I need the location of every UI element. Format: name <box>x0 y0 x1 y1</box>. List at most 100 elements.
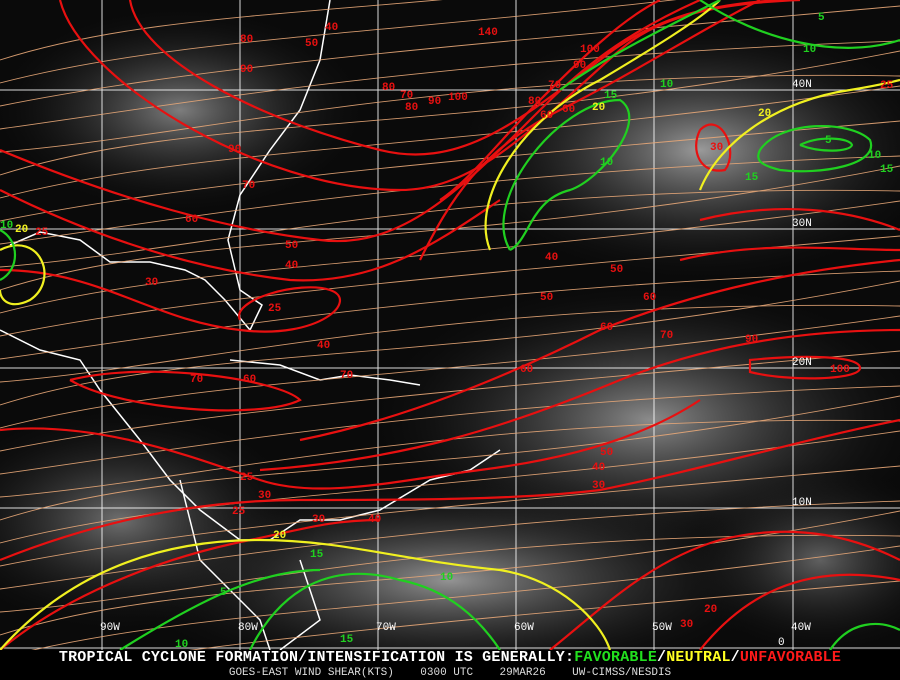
product-date: 29MAR26 <box>499 667 546 679</box>
streamline <box>0 0 443 61</box>
red-contour-label: 40 <box>368 514 381 526</box>
red-contour-label: 30 <box>680 619 693 631</box>
green-contour-label: 15 <box>745 172 759 184</box>
red-contour-label: 70 <box>548 80 561 92</box>
red-contour-label: 50 <box>285 240 298 252</box>
red-contour-label: 70 <box>190 374 203 386</box>
red-contour-label: 90 <box>745 334 758 346</box>
lat-label: 20N <box>792 357 812 369</box>
separator: / <box>657 649 667 666</box>
streamline <box>0 465 900 567</box>
red-contour-label: 60 <box>185 214 198 226</box>
streamline <box>0 120 900 222</box>
streamline <box>0 510 900 636</box>
product-source: UW-CIMSS/NESDIS <box>572 667 672 679</box>
streamline <box>0 419 900 498</box>
red-contour-label: 25 <box>232 506 246 518</box>
streamline <box>0 74 900 153</box>
streamline <box>0 500 900 590</box>
red-contour <box>679 246 900 262</box>
footer: TROPICAL CYCLONE FORMATION/INTENSIFICATI… <box>0 650 900 680</box>
red-contour-label: 60 <box>562 104 575 116</box>
red-contour-label: 40 <box>325 22 338 34</box>
streamline <box>0 270 900 360</box>
yellow-contour <box>698 78 900 191</box>
lat-label: 40N <box>792 79 812 91</box>
red-contour-label: 40 <box>317 340 330 352</box>
red-contour-label: 40 <box>592 462 605 474</box>
red-contour-label: 80 <box>405 102 418 114</box>
lat-label: 0 <box>778 637 785 649</box>
red-contour <box>0 268 342 333</box>
lat-label: 30N <box>792 218 812 230</box>
red-contour <box>299 258 900 442</box>
yellow-contour-label: 20 <box>592 102 605 114</box>
red-contour-label: 70 <box>660 330 673 342</box>
streamline <box>188 580 900 650</box>
yellow-contour <box>0 538 612 650</box>
red-contour <box>0 399 701 490</box>
green-contour-label: 15 <box>880 164 894 176</box>
green-contour <box>699 0 900 49</box>
red-contour <box>259 328 900 472</box>
yellow-contour-label: 20 <box>758 108 771 120</box>
red-contour-label: 30 <box>592 480 605 492</box>
streamline <box>0 165 900 291</box>
red-contour-label: 40 <box>545 252 558 264</box>
red-contour-label: 30 <box>312 514 325 526</box>
grid-labels: 90W 80W 70W 60W 50W 40W 40N 30N 20N 10N 0 <box>100 79 812 649</box>
red-contour <box>549 530 900 650</box>
green-contour <box>119 568 321 650</box>
red-contour-label: 25 <box>268 303 282 315</box>
red-contour <box>748 355 862 380</box>
lon-label: 80W <box>238 622 258 634</box>
headline-text: TROPICAL CYCLONE FORMATION/INTENSIFICATI… <box>58 649 575 666</box>
green-contour-label: 5 <box>818 12 825 24</box>
yellow-contour <box>0 244 46 306</box>
shear-contours <box>0 0 900 650</box>
green-contour-label: 10 <box>175 639 188 650</box>
red-contour-label: 100 <box>580 44 600 56</box>
lon-label: 40W <box>791 622 811 634</box>
lon-label: 50W <box>652 622 672 634</box>
lat-label: 10N <box>792 497 812 509</box>
green-contour <box>829 622 900 650</box>
streamline <box>0 85 900 199</box>
red-contour-label: 80 <box>528 96 541 108</box>
red-contour <box>695 123 732 172</box>
red-contour-label: 50 <box>540 292 553 304</box>
red-contour-label: 30 <box>710 142 723 154</box>
separator: / <box>730 649 740 666</box>
green-contour-label: 15 <box>604 90 618 102</box>
streamline <box>0 40 900 130</box>
red-contour-label: 100 <box>448 92 468 104</box>
red-contour-label: 50 <box>610 264 623 276</box>
green-contour-label: 5 <box>220 587 227 599</box>
red-contour-label: 80 <box>382 82 395 94</box>
red-contour <box>699 573 900 650</box>
red-contour-label: 50 <box>305 38 318 50</box>
streamline <box>0 0 677 84</box>
red-contour-label: 90 <box>240 64 253 76</box>
unfavorable-label: UNFAVORABLE <box>739 649 842 666</box>
streamline <box>0 189 900 268</box>
lon-label: 60W <box>514 622 534 634</box>
green-contour <box>502 98 631 251</box>
green-contour <box>559 0 721 91</box>
green-contour-label: 10 <box>803 44 816 56</box>
yellow-contour-label: 20 <box>15 224 28 236</box>
red-contour-label: 25 <box>240 472 254 484</box>
streamline <box>0 395 900 521</box>
yellow-contour-label: 20 <box>273 530 286 542</box>
red-contour-label: 90 <box>428 96 441 108</box>
favorability-legend: TROPICAL CYCLONE FORMATION/INTENSIFICATI… <box>0 650 900 666</box>
red-contour-label: 60 <box>243 374 256 386</box>
red-contour-label: 60 <box>600 322 613 334</box>
green-contour-label: 5 <box>825 135 832 147</box>
red-contour-label: 100 <box>830 364 850 376</box>
red-contour-label: 70 <box>400 90 413 102</box>
streamline <box>0 534 900 613</box>
red-contour-label: 70 <box>340 370 353 382</box>
streamline <box>0 430 900 544</box>
